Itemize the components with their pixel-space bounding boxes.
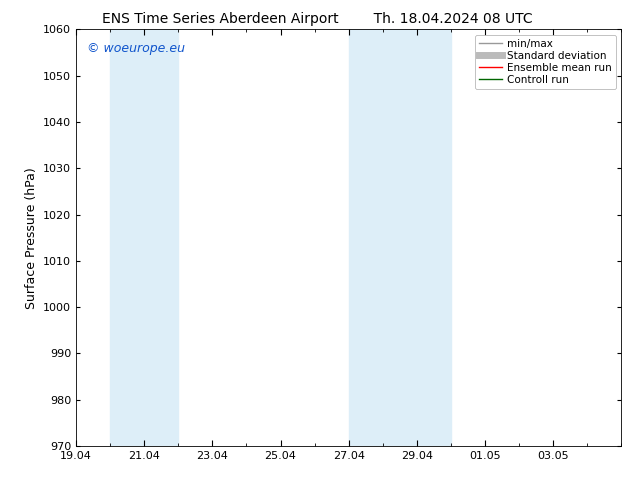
Text: © woeurope.eu: © woeurope.eu (87, 42, 185, 55)
Bar (383, 29, 417, 446)
Legend: min/max, Standard deviation, Ensemble mean run, Controll run: min/max, Standard deviation, Ensemble me… (475, 35, 616, 89)
Y-axis label: Surface Pressure (hPa): Surface Pressure (hPa) (25, 167, 37, 309)
Text: ENS Time Series Aberdeen Airport        Th. 18.04.2024 08 UTC: ENS Time Series Aberdeen Airport Th. 18.… (101, 12, 533, 26)
Bar (417, 29, 451, 446)
Bar (349, 29, 383, 446)
Bar (110, 29, 178, 446)
